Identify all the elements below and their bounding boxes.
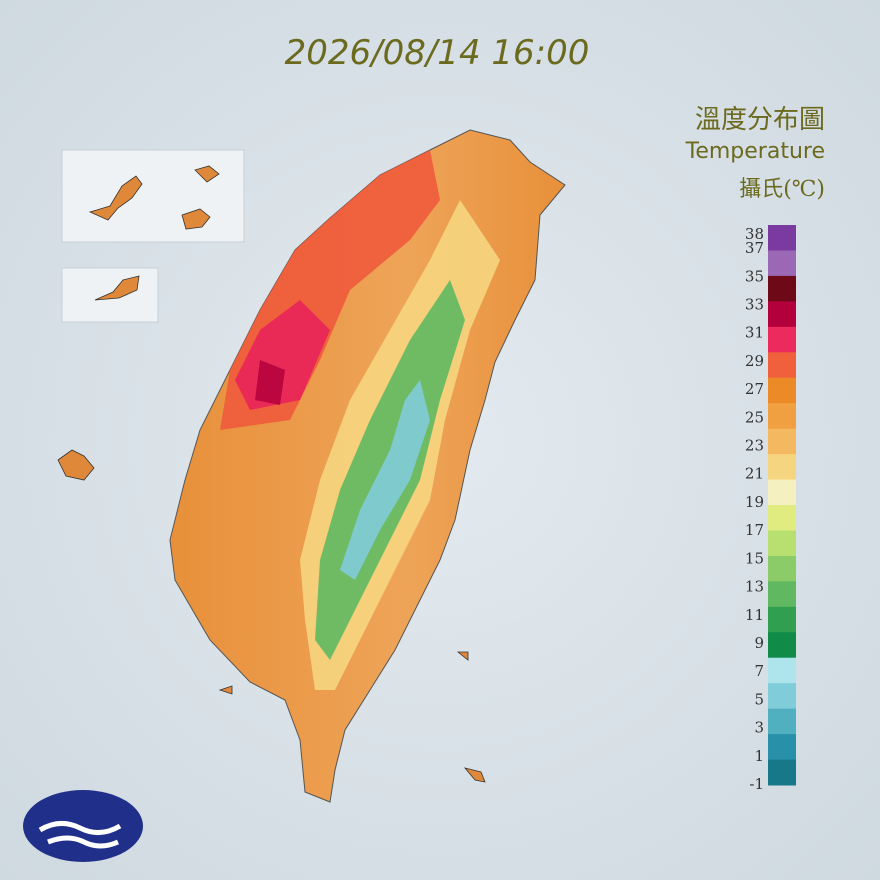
legend-band [768,326,796,353]
legend-band [768,250,796,277]
legend-band [768,352,796,379]
legend-band [768,275,796,302]
legend-band [768,581,796,608]
legend-band [768,479,796,506]
legend-band [768,301,796,328]
legend-band [768,759,796,786]
legend-band [768,377,796,404]
island-insets [57,149,486,783]
legend-tick-label: 35 [745,267,764,285]
legend-band [768,555,796,582]
legend-tick-label: 29 [745,352,764,370]
legend-tick-label: 31 [745,324,764,342]
legend-tick-label: 11 [745,606,764,624]
legend-tick-label: 27 [745,380,764,398]
legend-tick-label: 15 [745,549,764,567]
legend-tick-label: 21 [745,465,764,483]
legend-tick-label: 25 [745,408,764,426]
legend-unit: 攝氏(℃) [739,177,825,202]
legend-band [768,225,796,251]
legend-band [768,403,796,430]
taiwan-map [169,129,566,803]
timestamp: 2026/08/14 16:00 [285,33,590,73]
legend-band [768,530,796,557]
legend-tick-label: 17 [745,521,764,539]
legend-band [768,428,796,455]
legend-tick-label: 19 [745,493,764,511]
legend-tick-label: 1 [754,747,764,765]
legend-band [768,606,796,633]
legend-band [768,657,796,684]
legend-band [768,734,796,761]
legend-band [768,632,796,659]
legend-band [768,505,796,531]
legend-subtitle: Temperature [685,139,825,164]
legend-tick-label: 5 [754,690,764,708]
legend-title: 溫度分布圖 [695,105,825,135]
legend-band [768,708,796,735]
legend-tick-label: 9 [754,634,764,652]
legend-tick-label: 3 [754,719,764,737]
cwa-logo [23,790,143,862]
legend-tick-label: 38 [745,225,764,243]
legend-tick-label: 7 [754,662,764,680]
legend-tick-label: 37 [745,239,764,257]
legend-tick-label: 13 [745,578,764,596]
legend-band [768,454,796,481]
legend-band [768,683,796,710]
legend-tick-label: 33 [745,296,764,314]
legend-tick-label: 23 [745,437,764,455]
legend-tick-label: -1 [749,775,764,793]
